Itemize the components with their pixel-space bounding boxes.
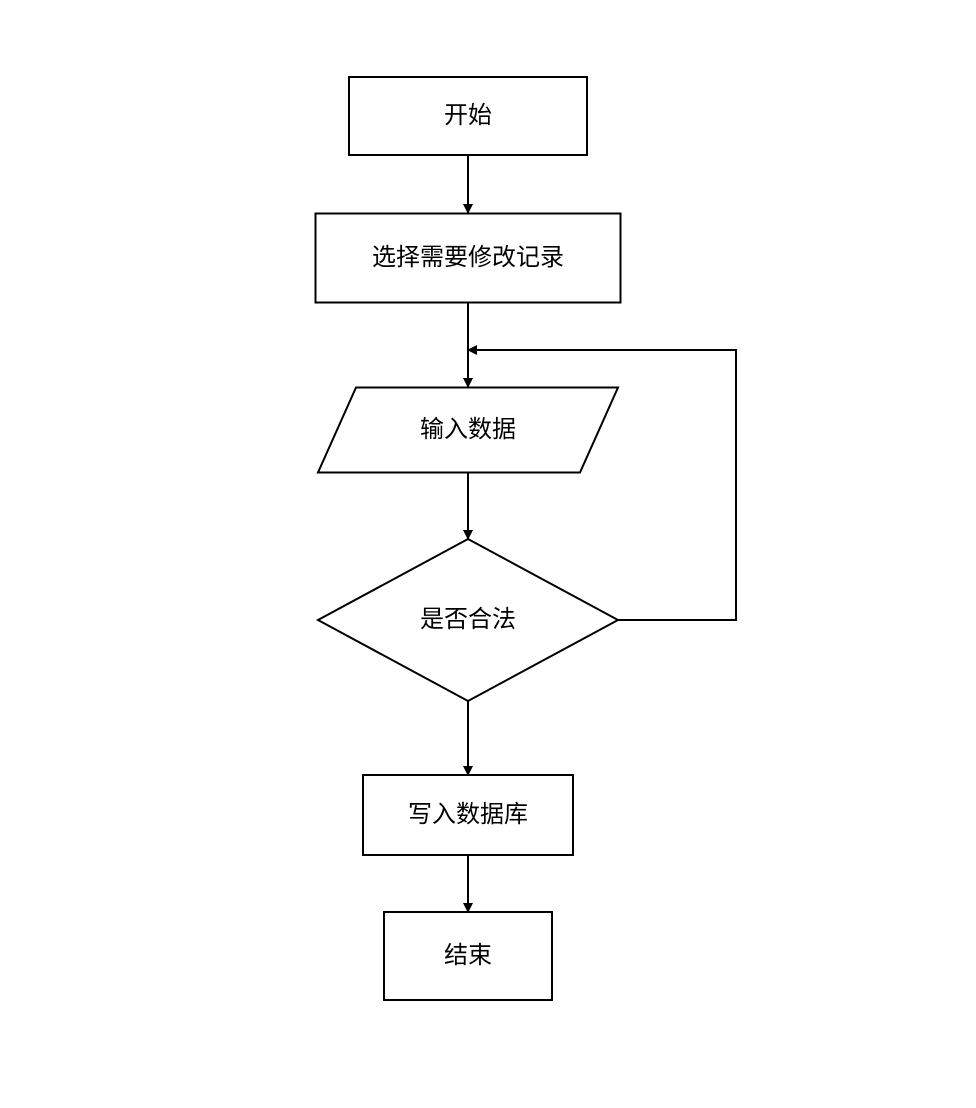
flowchart-node-valid: 是否合法 bbox=[318, 539, 618, 701]
flowchart-node-label: 结束 bbox=[444, 942, 492, 969]
flowchart-canvas: 开始选择需要修改记录输入数据是否合法写入数据库结束 bbox=[0, 0, 976, 1020]
flowchart-node-label: 选择需要修改记录 bbox=[372, 244, 564, 271]
flowchart-node-label: 写入数据库 bbox=[408, 801, 528, 828]
flowchart-node-label: 输入数据 bbox=[420, 416, 516, 443]
flowchart-node-select: 选择需要修改记录 bbox=[316, 214, 621, 303]
flowchart-node-write: 写入数据库 bbox=[363, 775, 573, 855]
flowchart-node-end: 结束 bbox=[384, 912, 552, 1000]
flowchart-node-label: 是否合法 bbox=[420, 606, 516, 633]
flowchart-node-input: 输入数据 bbox=[318, 388, 618, 473]
flowchart-node-start: 开始 bbox=[349, 77, 587, 155]
flowchart-node-label: 开始 bbox=[444, 102, 492, 129]
